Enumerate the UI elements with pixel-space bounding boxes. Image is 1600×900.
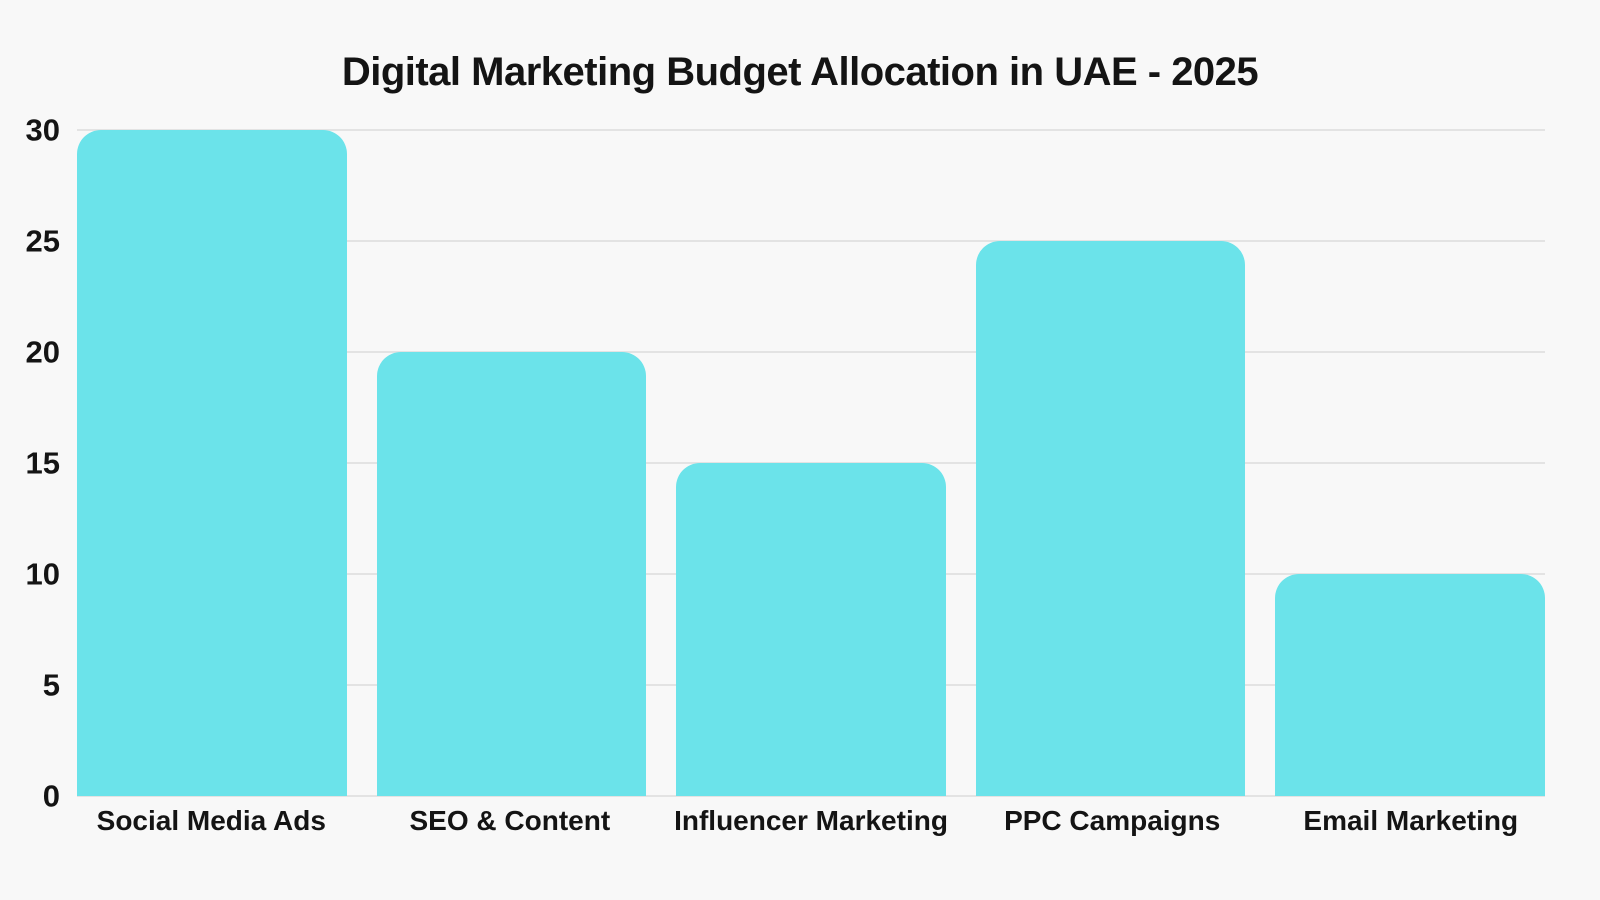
y-tick-label-5: 5 [42, 667, 60, 703]
plot-area [77, 129, 1545, 797]
bar-influencer-marketing [676, 463, 946, 796]
x-category-label-ppc-campaigns: PPC Campaigns [1004, 805, 1221, 836]
x-category-label-seo-content: SEO & Content [409, 805, 611, 836]
bar-social-media-ads [77, 130, 347, 796]
x-category-label-email-marketing: Email Marketing [1303, 805, 1519, 836]
y-axis-tick-labels: 0 5 10 15 20 25 30 [0, 115, 60, 812]
x-axis-category-labels: Social Media Ads SEO & Content Influencer … [77, 801, 1545, 841]
bar-email-marketing [1275, 574, 1545, 796]
gridline-20 [77, 351, 1545, 354]
x-category-label-social-media-ads: Social Media Ads [96, 805, 326, 836]
bars-row [77, 130, 1545, 796]
bar-seo-content [376, 352, 647, 796]
gridline-0 [77, 795, 1545, 797]
x-category-label-influencer-marketing: Influencer Marketing [674, 805, 948, 836]
y-tick-label-0: 0 [42, 778, 60, 814]
chart-title: Digital Marketing Budget Allocation in U… [341, 50, 1259, 94]
gridline-25 [77, 240, 1545, 242]
y-tick-label-20: 20 [25, 334, 60, 370]
gridline-30 [77, 129, 1545, 131]
y-tick-label-10: 10 [25, 556, 60, 592]
y-tick-label-25: 25 [25, 223, 60, 259]
y-tick-label-30: 30 [25, 112, 60, 148]
bar-ppc-campaigns [975, 241, 1246, 796]
y-tick-label-15: 15 [25, 445, 60, 481]
